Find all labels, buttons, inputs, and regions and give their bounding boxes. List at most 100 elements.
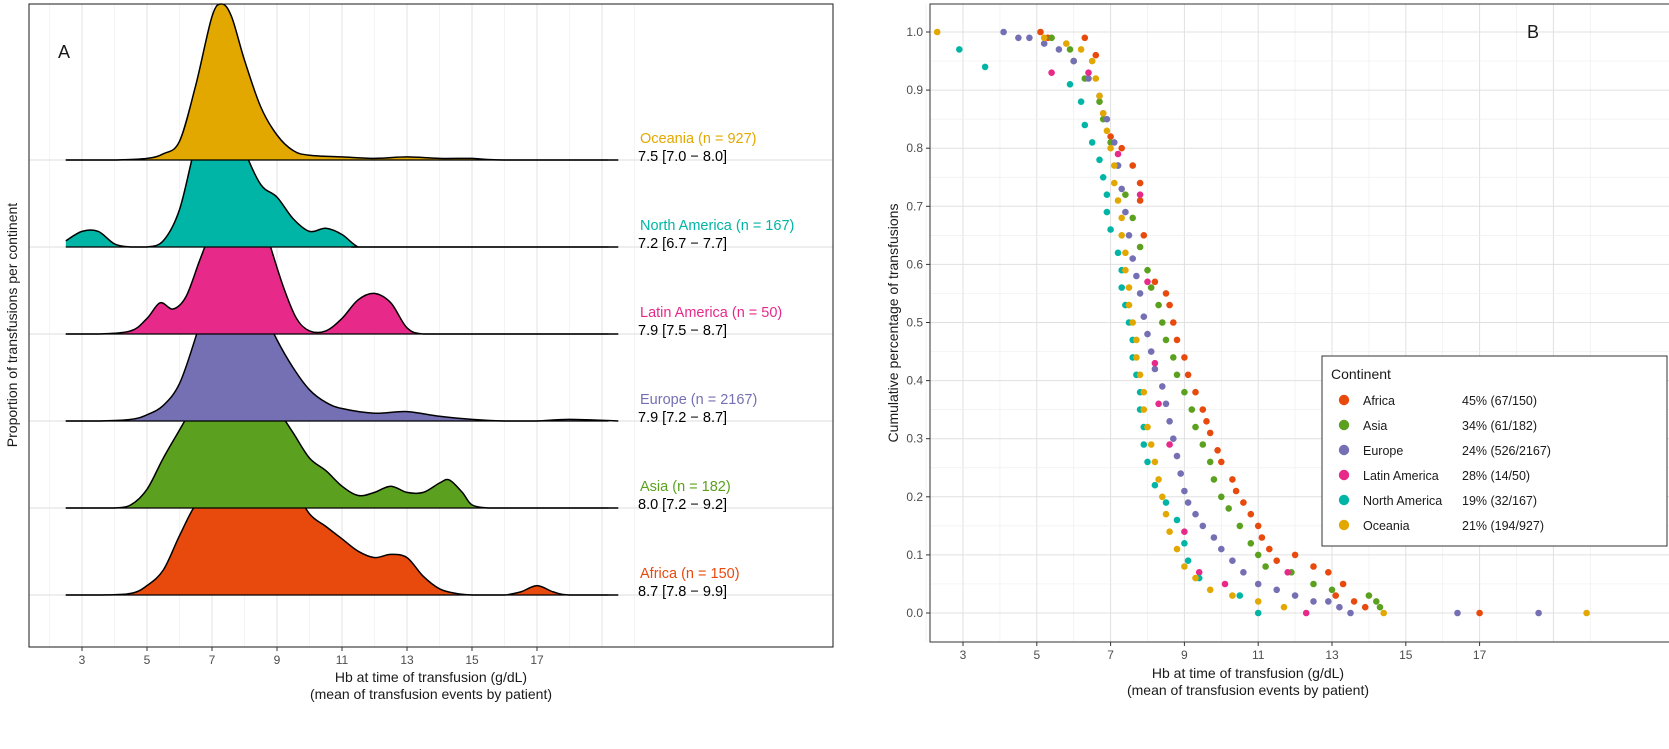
point-oceania [1063, 40, 1070, 47]
point-oceania [1092, 75, 1100, 82]
point-latin-america [1302, 609, 1310, 617]
panel-a-ridges [65, 3, 619, 596]
point-europe [1129, 255, 1136, 262]
point-oceania [1103, 127, 1111, 135]
point-africa [1273, 557, 1280, 564]
point-oceania [933, 28, 941, 36]
legend-value-europe: 24% (526/2167) [1462, 444, 1551, 458]
point-oceania [1133, 336, 1140, 344]
point-asia [1210, 476, 1218, 483]
panel-b-letter: B [1527, 22, 1539, 42]
point-africa [1184, 371, 1192, 379]
point-oceania [1206, 586, 1214, 594]
point-europe [1144, 330, 1151, 338]
point-oceania [1114, 197, 1122, 204]
panel-b-x-tick-label: 15 [1399, 648, 1413, 662]
point-asia [1181, 388, 1188, 396]
panel-b-x-axis-title-line1: Hb at time of transfusion (g/dL) [1152, 665, 1344, 681]
point-north-america [1184, 557, 1192, 564]
point-asia [1188, 406, 1196, 413]
point-oceania [1118, 232, 1125, 239]
point-africa [1476, 609, 1483, 617]
point-africa [1166, 301, 1173, 309]
point-africa [1218, 458, 1225, 466]
point-north-america [1107, 226, 1114, 233]
point-oceania [1192, 574, 1199, 582]
panel-a-letter: A [58, 42, 70, 62]
point-oceania [1099, 110, 1107, 117]
panel-a-x-tick-label: 7 [209, 653, 216, 667]
point-north-america [981, 63, 989, 71]
point-asia [1173, 371, 1181, 379]
panel-a-x-axis-title-line2: (mean of transfusion events by patient) [310, 686, 552, 702]
panel-b-x-tick-label: 13 [1325, 648, 1339, 662]
point-africa [1206, 429, 1214, 437]
point-asia [1129, 214, 1136, 222]
point-africa [1361, 603, 1369, 611]
point-asia [1192, 423, 1199, 431]
panel-a-series-labels: Africa (n = 150) 8.7 [7.8 − 9.9] Asia (n =… [638, 131, 794, 600]
point-europe [1181, 487, 1188, 495]
point-oceania [1125, 301, 1133, 309]
point-europe [1454, 609, 1461, 617]
legend-swatch-asia [1338, 419, 1350, 431]
point-latin-america [1221, 580, 1229, 588]
point-europe [1192, 510, 1199, 518]
point-europe [1218, 545, 1225, 553]
point-asia [1310, 580, 1317, 588]
point-north-america [1181, 540, 1188, 547]
point-north-america [1140, 441, 1148, 448]
point-latin-america [1166, 441, 1173, 448]
point-asia [1376, 603, 1384, 611]
point-europe [1125, 232, 1133, 239]
point-oceania [1173, 545, 1181, 553]
point-asia [1155, 301, 1162, 309]
point-africa [1136, 197, 1144, 204]
point-latin-america [1136, 191, 1144, 198]
panel-b-x-tick-label: 7 [1107, 648, 1114, 662]
ridge-asia-label: Asia (n = 182) [640, 479, 731, 495]
point-latin-america [1114, 150, 1122, 158]
point-africa [1214, 447, 1221, 454]
point-asia [1048, 34, 1055, 42]
legend-name-asia: Asia [1363, 419, 1387, 433]
panel-b-x-ticks: 3 5 7 9 11 13 15 17 [960, 642, 1487, 662]
ridge-europe-stat: 7.9 [7.2 − 8.7] [638, 410, 727, 426]
ridge-europe-area [65, 264, 619, 421]
legend-value-africa: 45% (67/150) [1462, 394, 1537, 408]
ridge-europe-outline [65, 264, 619, 422]
point-asia [1199, 441, 1207, 448]
point-oceania [1129, 319, 1136, 326]
point-oceania [1122, 249, 1129, 257]
ridge-oceania-outline [65, 3, 619, 161]
ridge-north-america-stat: 7.2 [6.7 − 7.7] [638, 236, 727, 252]
point-latin-america [1181, 528, 1188, 535]
point-europe [1184, 499, 1192, 506]
ridge-latin-america-area [65, 179, 619, 334]
panel-a-x-tick-label: 5 [144, 653, 151, 667]
panel-b-y-tick-label: 0.5 [906, 316, 923, 330]
point-europe [1310, 598, 1317, 605]
point-oceania [1280, 603, 1288, 611]
point-oceania [1136, 371, 1144, 379]
point-europe [1229, 557, 1236, 564]
ridge-latin-america-label: Latin America (n = 50) [640, 305, 782, 321]
point-europe [1136, 290, 1144, 297]
point-asia [1162, 336, 1170, 344]
point-europe [1170, 435, 1177, 443]
point-europe [1140, 313, 1148, 321]
point-oceania [1155, 476, 1162, 483]
point-europe [1000, 28, 1007, 36]
point-oceania [1140, 388, 1148, 396]
ridge-asia-stat: 8.0 [7.2 − 9.2] [638, 497, 727, 513]
panel-b-y-tick-label: 0.0 [906, 606, 923, 620]
legend-value-latin-america: 28% (14/50) [1462, 469, 1530, 483]
point-oceania [1162, 510, 1170, 518]
point-europe [1166, 418, 1173, 425]
panel-b-x-tick-label: 3 [960, 648, 967, 662]
point-europe [1070, 57, 1077, 65]
point-europe [1026, 34, 1033, 42]
point-north-america [1088, 139, 1096, 146]
point-latin-america [1048, 69, 1055, 76]
point-north-america [1118, 284, 1125, 291]
